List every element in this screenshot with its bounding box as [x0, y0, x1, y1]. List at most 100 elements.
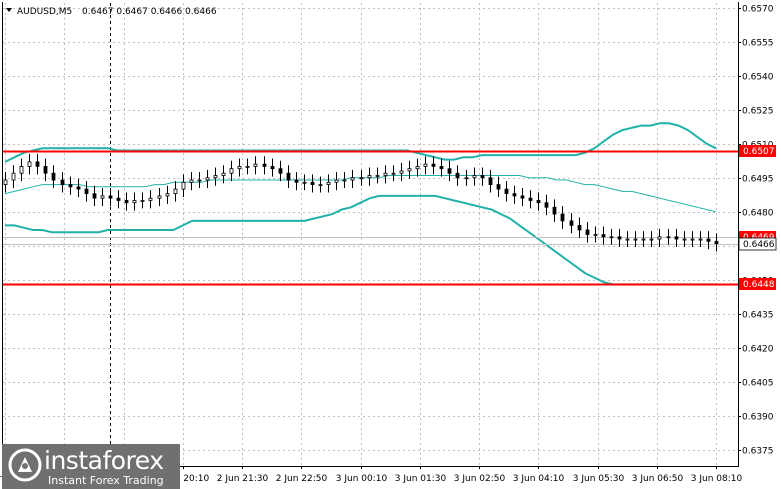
candle-body: [455, 172, 460, 179]
level-price-tag-label: 0.6448: [743, 280, 775, 290]
candle-body: [148, 197, 153, 201]
candle-body: [124, 200, 129, 204]
price-tick-label: 0.6570: [742, 5, 774, 15]
candle-body: [569, 220, 574, 226]
level-price-tag-box: [739, 278, 776, 290]
candle-body: [625, 238, 630, 241]
candle-body: [181, 181, 186, 190]
time-tick-label: 3 Jun 00:10: [336, 474, 388, 484]
candle-body: [391, 172, 396, 175]
candle-body: [504, 188, 509, 195]
candle-body: [617, 236, 622, 240]
candle-body: [310, 181, 315, 185]
candle-body: [318, 184, 323, 186]
candle-body: [552, 206, 557, 215]
price-tick-label: 0.6390: [742, 413, 774, 423]
price-tick-label: 0.6480: [742, 209, 774, 219]
candle-body: [76, 186, 81, 190]
candle-body: [472, 175, 477, 179]
candle-body: [334, 179, 339, 183]
candle-body: [165, 193, 170, 197]
level-price-tag: 0.6448: [739, 278, 776, 290]
logo-brand-text: instaforex: [44, 446, 164, 475]
candle-body: [157, 195, 162, 199]
candle-body: [593, 234, 598, 236]
candle-body: [221, 172, 226, 176]
time-tick-label: 3 Jun 02:50: [454, 474, 506, 484]
support-resistance-levels[interactable]: [3, 150, 738, 286]
candle-body: [229, 168, 234, 174]
price-tick-label: 0.6435: [742, 311, 774, 321]
candle-body: [690, 238, 695, 241]
logo-slogan-text: Instant Forex Trading: [48, 474, 164, 487]
price-tick-label: 0.6555: [742, 39, 774, 49]
candle-body: [528, 197, 533, 201]
candle-body: [245, 166, 250, 168]
candle-body: [431, 163, 436, 167]
candle-body: [512, 193, 517, 197]
symbol-label: AUDUSD,M5: [17, 7, 72, 17]
candle-body: [205, 177, 210, 181]
band-lower-line: [5, 194, 716, 286]
candle-body: [60, 179, 65, 185]
candle-body: [326, 181, 331, 185]
candle-body: [19, 166, 24, 174]
candle-body: [278, 168, 283, 174]
candle-body: [641, 238, 646, 241]
time-tick-label: 3 Jun 04:10: [513, 474, 565, 484]
candle-body: [197, 179, 202, 182]
candle-body: [706, 238, 711, 242]
level-price-tag-label: 0.6507: [743, 147, 775, 157]
candle-body: [11, 172, 16, 181]
ohlc-values: 0.6467 0.6467 0.6466 0.6466: [82, 7, 217, 17]
candle-body: [496, 184, 501, 190]
time-tick-label: 3 Jun 01:30: [395, 474, 447, 484]
candle-body: [237, 166, 242, 170]
price-tick-label: 0.6525: [742, 107, 774, 117]
candle-body: [609, 236, 614, 239]
candle-body: [399, 170, 404, 174]
candle-body: [253, 163, 258, 167]
candle-body: [350, 177, 355, 181]
candle-body: [51, 172, 56, 181]
candle-body: [189, 179, 194, 183]
candle-body: [560, 213, 565, 222]
candle-body: [488, 177, 493, 185]
time-tick-label: 3 Jun 05:30: [573, 474, 625, 484]
candle-body: [698, 238, 703, 241]
candle-body: [286, 172, 291, 181]
candle-body: [302, 181, 307, 184]
candle-body: [601, 234, 606, 238]
candle-body: [649, 238, 654, 241]
candle-body: [682, 238, 687, 241]
time-tick-label: 2 Jun 20:10: [158, 474, 210, 484]
price-tick-label: 0.6540: [742, 73, 774, 83]
candle-body: [35, 161, 40, 167]
level-price-tag-box: [739, 145, 776, 157]
candle-body: [84, 188, 89, 195]
candle-body: [375, 175, 380, 177]
candle-body: [674, 236, 679, 240]
candle-body: [3, 179, 8, 185]
candle-body: [270, 166, 275, 170]
time-tick-label: 2 Jun 22:50: [276, 474, 328, 484]
candle-body: [140, 200, 145, 202]
candle-body: [633, 238, 638, 241]
symbol-dropdown-icon[interactable]: [6, 8, 12, 12]
price-tick-label: 0.6420: [742, 345, 774, 355]
candle-body: [415, 166, 420, 170]
logo-mark-icon: [8, 448, 42, 482]
level-price-tag: 0.6507: [739, 145, 776, 157]
bid-price-tag-box: [738, 237, 777, 251]
candle-body: [536, 200, 541, 204]
instaforex-logo: instaforex Instant Forex Trading: [2, 444, 180, 489]
candle-body: [577, 225, 582, 231]
candle-body: [544, 202, 549, 208]
candle-body: [480, 175, 485, 179]
candle-body: [407, 168, 412, 172]
candle-body: [367, 175, 372, 179]
candle-body: [439, 166, 444, 170]
time-tick-label: 2 Jun 21:30: [217, 474, 269, 484]
candle-body: [520, 195, 525, 199]
